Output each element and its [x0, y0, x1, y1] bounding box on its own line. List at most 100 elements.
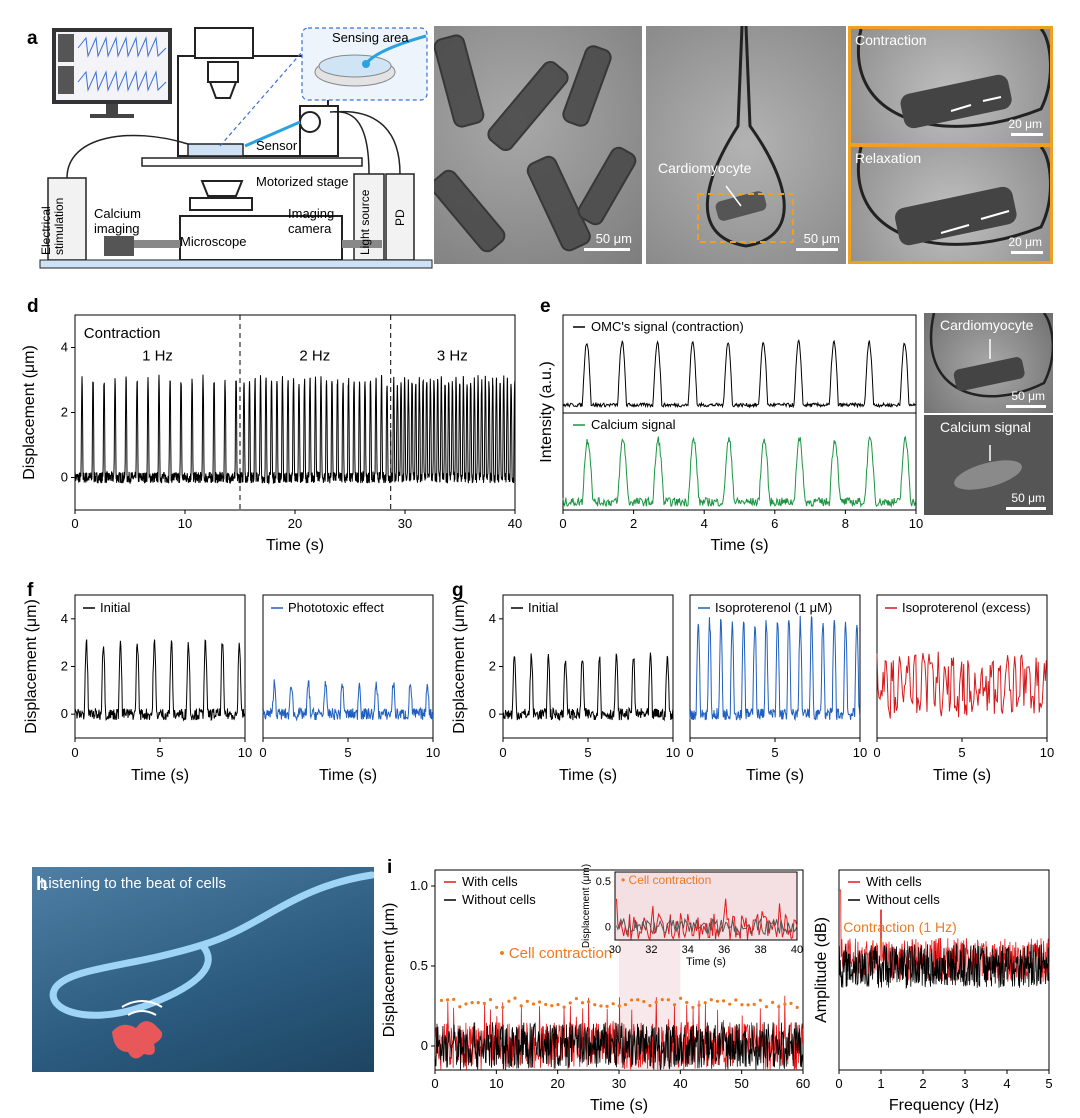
x-axis-label: Time (s) [266, 537, 324, 554]
chart-g: Displacement (μm) 0 2 4 0 5 10 Time (s) Initial 0… [451, 594, 1054, 784]
panel-letter-i: i [387, 857, 393, 878]
contraction-marker [562, 1005, 566, 1009]
x-axis-label: Time (s) [590, 1097, 648, 1114]
contraction-marker [697, 1003, 701, 1007]
series-line [876, 651, 1047, 719]
x-axis-label: Frequency (Hz) [889, 1097, 999, 1114]
x-tick-label: 40 [673, 1076, 687, 1091]
contraction-marker [771, 1000, 775, 1005]
micrograph-zoom: Contraction 20 μm Relaxation 20 μm [848, 26, 1053, 264]
contraction-marker [439, 998, 444, 1003]
chart-d: 0 10 20 30 40 0 2 4 Time (s) Displacement (μm) Con… [21, 314, 522, 554]
scale-label-e1: 50 μm [1011, 389, 1045, 403]
panel-letter-g: g [452, 580, 464, 601]
label-img-calcium: Calcium signal [940, 419, 1032, 435]
y-tick-label: 2 [61, 659, 68, 674]
x-axis-label: Time (s) [319, 767, 377, 784]
y-axis-label: Displacement (μm) [21, 345, 38, 480]
contraction-marker [445, 998, 450, 1002]
contraction-marker [574, 996, 578, 1001]
x-tick-label: 6 [771, 516, 778, 531]
label-imaging-camera: Imaging camera [288, 206, 335, 236]
contraction-marker [495, 1005, 499, 1010]
inset-x-tick-label: 30 [609, 944, 621, 956]
series-line [390, 375, 516, 484]
label-microscope: Microscope [180, 234, 247, 249]
contraction-marker [464, 1002, 468, 1006]
legend-label: Phototoxic effect [288, 600, 384, 615]
inset-x-tick-label: 32 [645, 944, 657, 956]
legend-label: Initial [100, 600, 130, 615]
x-tick-label: 60 [796, 1076, 810, 1091]
x-tick-label: 30 [398, 516, 412, 531]
inset-x-tick-label: 40 [791, 944, 803, 956]
contraction-marker [734, 998, 738, 1002]
inset-y-axis-label: Displacement (μm) [581, 864, 592, 948]
legend-label: With cells [462, 874, 518, 889]
legend-label: OMC's signal (contraction) [591, 319, 744, 334]
panel-letter-h: h [36, 874, 48, 895]
contraction-marker [789, 1001, 793, 1005]
series-line [239, 374, 392, 485]
x-axis-label: Time (s) [710, 537, 768, 554]
x-tick-label: 10 [909, 516, 923, 531]
contraction-marker [795, 1005, 799, 1010]
contraction-marker [783, 1002, 787, 1006]
x-tick-label: 5 [584, 745, 591, 760]
contraction-marker [470, 1001, 474, 1005]
illustration-h: Listening to the beat of cells [32, 867, 374, 1072]
contraction-marker [550, 1004, 554, 1008]
y-tick-label: 4 [61, 340, 68, 355]
series-line [434, 995, 804, 1070]
inset-annotation: • Cell contraction [621, 873, 711, 887]
legend-label: Calcium signal [591, 417, 676, 432]
annotation: Contraction [84, 325, 161, 342]
contraction-marker [452, 997, 456, 1001]
panel-letter-e: e [540, 296, 551, 317]
contraction-marker [556, 1003, 560, 1007]
series-line [562, 339, 917, 409]
scale-label-c: 50 μm [803, 231, 840, 246]
contraction-marker [623, 1002, 628, 1007]
contraction-marker [709, 998, 713, 1002]
x-tick-label: 5 [156, 745, 163, 760]
x-tick-label: 0 [873, 745, 880, 760]
contraction-marker [617, 1004, 621, 1008]
contraction-marker [593, 1003, 597, 1007]
inset-series-line [616, 917, 798, 936]
label-pd: PD [393, 209, 407, 226]
legend-label: Isoproterenol (1 μM) [715, 600, 832, 615]
label-motorized-stage: Motorized stage [256, 174, 349, 189]
contraction-marker [458, 1005, 462, 1009]
series-line [689, 615, 861, 722]
contraction-marker [636, 998, 640, 1002]
label-sensing-area: Sensing area [332, 30, 409, 45]
x-tick-label: 0 [835, 1076, 842, 1091]
x-tick-label: 0 [431, 1076, 438, 1091]
legend-label: With cells [866, 874, 922, 889]
scale-label-c-zoom-2: 20 μm [1008, 235, 1042, 249]
legend-label: Initial [528, 600, 558, 615]
x-tick-label: 5 [958, 745, 965, 760]
contraction-marker [519, 1004, 523, 1008]
contraction-marker [660, 997, 664, 1002]
chart-i-time: 0 10 20 30 40 50 60 0 0.5 1.0 Time (s) Displacement… [381, 864, 810, 1114]
x-tick-label: 10 [1040, 745, 1054, 760]
y-tick-label: 1.0 [410, 878, 428, 893]
contraction-marker [531, 1002, 536, 1006]
contraction-marker [764, 1005, 769, 1009]
x-tick-label: 20 [288, 516, 302, 531]
contraction-marker [568, 1001, 572, 1005]
x-tick-label: 40 [508, 516, 522, 531]
annotation: 1 Hz [142, 348, 173, 365]
y-tick-label: 0 [489, 706, 496, 721]
panel-letter-a: a [27, 28, 38, 49]
x-tick-label: 10 [666, 745, 680, 760]
contraction-marker [672, 1003, 677, 1007]
scale-label-c-zoom-1: 20 μm [1008, 117, 1042, 131]
annotation: 2 Hz [299, 348, 330, 365]
contraction-marker [777, 1005, 781, 1009]
inset-x-tick-label: 38 [754, 944, 766, 956]
contraction-marker [691, 1005, 695, 1010]
contraction-marker [758, 998, 762, 1002]
